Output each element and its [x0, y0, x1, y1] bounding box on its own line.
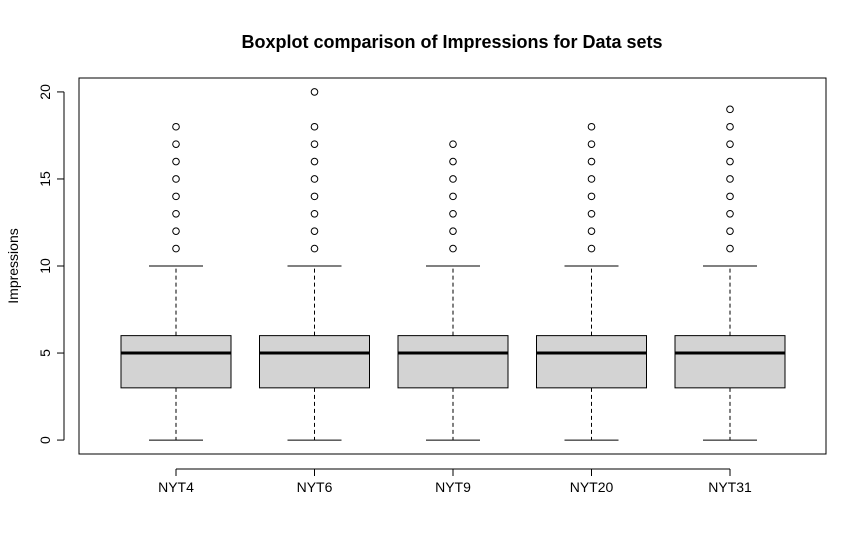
- outlier-point: [587, 157, 596, 166]
- outlier-point: [172, 209, 180, 218]
- y-axis: 0 5 10 15 20: [37, 84, 65, 444]
- outlier-point: [726, 209, 734, 218]
- outlier-point: [172, 244, 180, 253]
- box-nyt9: [397, 140, 509, 441]
- outlier-point: [310, 140, 319, 148]
- iqr-box: [536, 335, 647, 389]
- y-tick-label: 10: [37, 258, 53, 274]
- outlier-point: [449, 244, 457, 253]
- box-nyt6: [259, 88, 370, 441]
- x-tick-label: NYT31: [708, 479, 752, 495]
- boxes-group: [120, 88, 786, 441]
- outlier-point: [310, 192, 319, 201]
- outlier-point: [449, 192, 457, 201]
- outlier-point: [726, 105, 734, 114]
- outlier-point: [310, 175, 319, 183]
- outlier-point: [587, 227, 596, 235]
- x-tick-label: NYT20: [570, 479, 614, 495]
- outlier-point: [310, 122, 319, 131]
- outlier-point: [310, 157, 319, 166]
- outlier-point: [726, 227, 734, 235]
- outlier-point: [449, 227, 457, 235]
- iqr-box: [397, 335, 509, 389]
- outlier-point: [449, 140, 457, 148]
- y-tick-label: 5: [37, 349, 53, 357]
- outlier-point: [310, 227, 319, 235]
- outlier-point: [726, 140, 734, 148]
- outlier-point: [172, 192, 180, 201]
- y-tick-label: 0: [37, 436, 53, 444]
- outlier-point: [726, 122, 734, 131]
- outlier-point: [449, 157, 457, 166]
- outlier-point: [310, 209, 319, 218]
- x-axis: NYT4 NYT6 NYT9 NYT20 NYT31: [158, 468, 752, 495]
- outlier-point: [172, 157, 180, 166]
- iqr-box: [674, 335, 786, 389]
- y-tick-label: 20: [37, 84, 53, 100]
- iqr-box: [259, 335, 370, 389]
- outlier-point: [587, 192, 596, 201]
- outlier-point: [587, 175, 596, 183]
- outlier-point: [587, 244, 596, 253]
- x-tick-label: NYT9: [435, 479, 471, 495]
- outlier-point: [310, 88, 319, 96]
- box-nyt31: [674, 105, 786, 441]
- y-tick-label: 15: [37, 171, 53, 187]
- outlier-point: [310, 244, 319, 253]
- outlier-point: [726, 244, 734, 253]
- outlier-point: [449, 209, 457, 218]
- x-tick-label: NYT4: [158, 479, 194, 495]
- plot-frame: [78, 77, 827, 455]
- box-nyt20: [536, 122, 647, 441]
- iqr-box: [120, 335, 232, 389]
- outlier-point: [172, 227, 180, 235]
- outlier-point: [449, 175, 457, 183]
- chart-title: Boxplot comparison of Impressions for Da…: [241, 32, 662, 52]
- y-axis-label: Impressions: [5, 228, 21, 303]
- box-nyt4: [120, 122, 232, 441]
- x-tick-label: NYT6: [297, 479, 333, 495]
- outlier-point: [587, 122, 596, 131]
- outlier-point: [587, 140, 596, 148]
- outlier-point: [726, 192, 734, 201]
- outlier-point: [587, 209, 596, 218]
- outlier-point: [726, 175, 734, 183]
- outlier-point: [726, 157, 734, 166]
- outlier-point: [172, 175, 180, 183]
- outlier-point: [172, 140, 180, 148]
- outlier-point: [172, 122, 180, 131]
